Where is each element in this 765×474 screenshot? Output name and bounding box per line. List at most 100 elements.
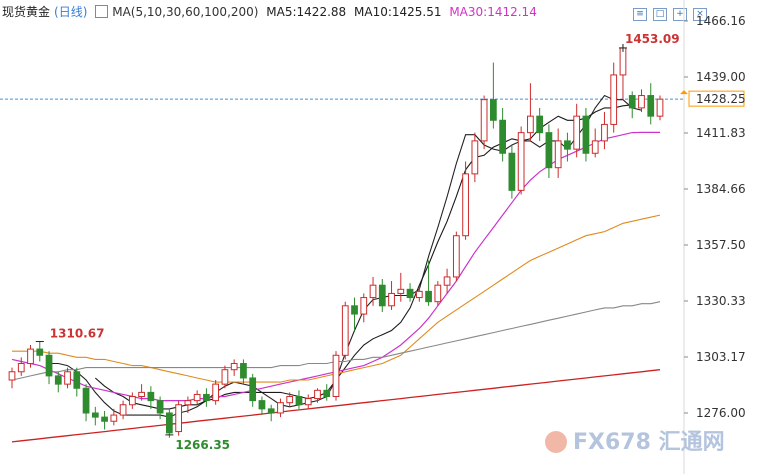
candle (388, 281, 395, 310)
y-tick-label: 1357.50 (696, 238, 746, 252)
candle-body (341, 305, 349, 356)
candle-body (240, 363, 247, 379)
candle (564, 132, 571, 162)
instrument-title: 现货黄金 (2, 5, 51, 19)
candle (267, 404, 275, 422)
settings-icon[interactable]: ≡ (633, 8, 647, 21)
current-price-label: 1428.25 (696, 92, 746, 106)
low-label: 1266.35 (175, 438, 230, 452)
candle (638, 89, 645, 113)
candle-body (480, 99, 488, 142)
candle-body (452, 235, 460, 278)
candles (8, 44, 664, 438)
high-label: 1453.09 (625, 32, 680, 46)
candle-body (425, 290, 432, 303)
candle-body (323, 389, 331, 398)
y-tick-label: 1411.83 (696, 126, 746, 140)
candle-body (499, 119, 506, 154)
candle (193, 390, 201, 405)
candle (351, 297, 358, 331)
period-label[interactable]: (日线) (54, 5, 88, 19)
candle-body (369, 284, 377, 299)
y-tick-label: 1330.33 (696, 294, 746, 308)
candle (619, 44, 627, 100)
candle (443, 268, 451, 294)
candle (397, 272, 405, 302)
candle-body (314, 389, 321, 400)
candle-body (332, 354, 340, 398)
zoom-icon[interactable]: □ (653, 8, 667, 21)
candle-body (378, 284, 386, 307)
candle (110, 408, 118, 426)
candle-body (462, 173, 469, 237)
candle (480, 95, 488, 150)
candle (332, 351, 340, 401)
candle (591, 128, 599, 158)
candle (647, 83, 655, 125)
candle-body (647, 95, 655, 117)
candle-body (360, 297, 368, 315)
candle (240, 359, 247, 385)
candle (230, 359, 238, 376)
candle-body (517, 132, 525, 191)
candle (27, 344, 34, 368)
ma-params[interactable]: MA(5,10,30,60,100,200) (112, 5, 259, 19)
candle-body (508, 152, 516, 191)
candle (545, 124, 553, 178)
candle (573, 103, 581, 158)
candle-body (545, 132, 553, 169)
candle (277, 398, 284, 418)
ma-line-ma5 (49, 94, 642, 418)
candle (119, 400, 127, 420)
candle-body (221, 369, 229, 385)
candle (304, 394, 312, 409)
candle-body (564, 140, 571, 150)
candle (527, 83, 534, 141)
candle-body (610, 74, 618, 125)
candle-body (258, 400, 266, 410)
candle (517, 126, 525, 195)
candle-body (388, 292, 395, 307)
candle (369, 276, 377, 306)
candle-body (82, 387, 90, 414)
y-tick-label: 1276.00 (696, 406, 746, 420)
current-price-box (688, 90, 745, 107)
candle-body (628, 95, 636, 109)
candle (249, 373, 257, 407)
candle (323, 384, 331, 401)
candle (628, 91, 636, 119)
candle-body (166, 412, 173, 434)
candle-body (582, 115, 590, 154)
candle-body (286, 396, 294, 404)
y-tick-label: 1466.16 (696, 14, 746, 28)
candle (425, 260, 432, 306)
indicator-icon[interactable] (95, 5, 109, 18)
candle-body (351, 305, 358, 315)
close-icon[interactable]: × (693, 8, 707, 21)
candle-body (119, 404, 127, 416)
candle (462, 161, 469, 240)
candle (166, 408, 173, 438)
candle (610, 62, 618, 133)
candle (286, 392, 294, 407)
candle-body (490, 99, 497, 121)
candle (45, 351, 53, 385)
candle-body (110, 414, 118, 422)
candle-body (601, 123, 608, 142)
candle-body (304, 398, 312, 406)
annotations: 1453.09 1266.35 1310.67 (35, 32, 680, 452)
left-high-label: 1310.67 (50, 327, 105, 341)
zoom-in-icon[interactable]: + (673, 8, 687, 21)
candle-body (573, 115, 581, 150)
candle-body (36, 348, 44, 356)
candle-body (443, 276, 451, 286)
price-marker-icon (680, 90, 688, 95)
candle-body (267, 408, 275, 414)
candle (203, 388, 210, 407)
candle (406, 283, 414, 302)
candle-body (277, 402, 284, 414)
candle-body (193, 393, 201, 402)
candle-body (8, 371, 16, 381)
